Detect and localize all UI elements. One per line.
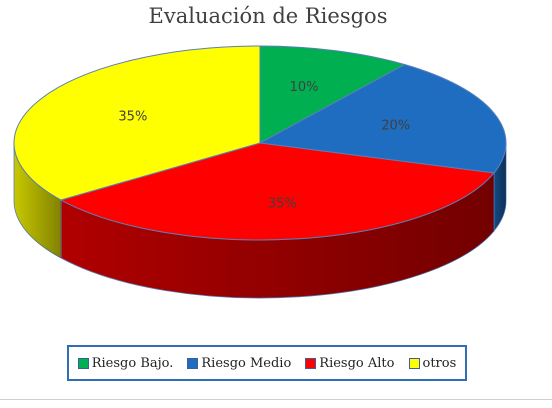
pie-data-label: 10%	[290, 80, 319, 95]
legend-label: otros	[422, 355, 457, 371]
pie-slice	[258, 63, 507, 174]
legend-item: otros	[408, 355, 457, 371]
legend-swatch	[77, 357, 89, 369]
legend-item: Riesgo Medio	[187, 356, 291, 371]
legend-label: Riesgo Medio	[201, 355, 292, 371]
pie-slice	[59, 142, 495, 241]
legend-swatch	[408, 357, 420, 369]
pie-data-label: 35%	[268, 196, 297, 211]
legend-item: Riesgo Alto	[305, 355, 395, 371]
pie-slice-side-shade	[60, 172, 494, 298]
legend: Riesgo Bajo. Riesgo Medio Riesgo Alto otros	[67, 345, 467, 381]
pie-slice-side-shade	[14, 143, 61, 259]
legend-swatch	[187, 357, 199, 369]
legend-item: Riesgo Bajo.	[77, 355, 174, 371]
legend-label: Riesgo Bajo.	[91, 355, 174, 371]
pie-data-label: 20%	[381, 118, 410, 133]
pie-data-label: 35%	[118, 110, 147, 125]
legend-swatch	[305, 357, 317, 369]
pie-slice	[13, 45, 261, 201]
chart-title: Evaluación de Riesgos	[148, 4, 388, 28]
pie-slice	[259, 45, 406, 144]
bottom-divider	[0, 399, 552, 400]
legend-label: Riesgo Alto	[319, 355, 395, 371]
pie-slice-side-shade	[493, 143, 506, 231]
